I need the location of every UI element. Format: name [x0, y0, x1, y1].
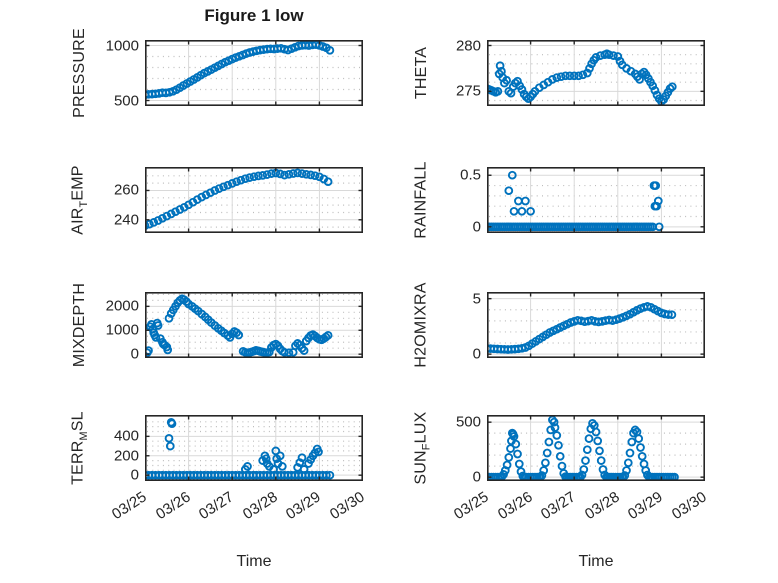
y-tick-label: 500 — [455, 413, 481, 431]
plot-area-rainfall — [487, 167, 705, 233]
data-points — [145, 168, 333, 231]
axis-box — [145, 415, 363, 481]
plot-area-h2omixra — [487, 292, 705, 358]
y-tick-labels-rainfall: 0 0.5 — [429, 166, 481, 236]
axis-box — [487, 415, 705, 481]
axis-box — [145, 292, 363, 358]
ylabel-text: LUX — [411, 411, 429, 444]
subplot-rainfall: RAINFALL 0 0.5 — [413, 161, 705, 239]
subplot-sunflux: SUNFLUX 0 500 — [412, 412, 705, 485]
ylabel-text: SUN — [411, 450, 429, 485]
plot-area-pressure — [145, 40, 363, 106]
x-axis-label-right: Time — [578, 553, 614, 570]
y-tick-label: 275 — [455, 82, 481, 100]
subplot-terrmsl: TERRMSL 0 200 400 — [70, 411, 363, 485]
y-tick-label: 500 — [113, 92, 139, 109]
data-points — [487, 49, 677, 106]
grid-minor — [147, 421, 361, 471]
y-tick-labels-airtemp: 240 260 — [87, 167, 139, 233]
y-tick-label: 2000 — [105, 297, 139, 315]
x-tick-labels-left: 03/25 03/26 03/27 03/28 03/29 03/30 — [109, 482, 368, 540]
subplot-theta: THETA 275 280 — [413, 38, 705, 106]
y-tick-label: 0 — [472, 218, 481, 236]
y-tick-label: 5 — [472, 290, 481, 308]
data-points — [487, 302, 677, 354]
x-tick-labels-right: 03/25 03/26 03/27 03/28 03/29 03/30 — [451, 482, 710, 540]
ylabel-text: PRESSURE — [71, 28, 88, 118]
y-tick-labels-theta: 275 280 — [429, 37, 481, 106]
grid-major — [145, 167, 363, 233]
ylabel-text: MIXDEPTH — [71, 282, 88, 368]
y-tick-label: 1000 — [105, 37, 139, 54]
x-axis-label-left: Time — [236, 553, 272, 570]
subplot-mixdepth: MIXDEPTH 0 1000 2000 — [71, 283, 363, 367]
ylabel-text: RAINFALL — [413, 161, 430, 239]
ylabel-text: H2OMIXRA — [413, 282, 431, 368]
subplot-airtemp: AIRTEMP 240 260 — [70, 165, 363, 235]
ylabel-text: THETA — [413, 46, 431, 100]
data-points — [145, 40, 335, 100]
axis-box — [145, 40, 363, 106]
plot-area-sunflux — [487, 415, 705, 481]
subplot-pressure: PRESSURE 500 1000 — [71, 28, 363, 118]
axis-box — [487, 292, 705, 358]
data-points — [145, 294, 333, 358]
axis-box — [487, 167, 705, 233]
axis-box — [487, 40, 705, 106]
y-tick-label: 280 — [455, 37, 481, 54]
plot-area-airtemp — [145, 167, 363, 233]
y-tick-labels-mixdepth: 0 1000 2000 — [87, 292, 139, 362]
ylabel-text: TERR — [69, 440, 87, 485]
y-tick-label: 400 — [113, 427, 139, 445]
y-tick-label: 1000 — [105, 321, 139, 339]
ylabel-text: SL — [69, 411, 87, 432]
y-tick-label: 200 — [113, 447, 139, 465]
plot-area-theta — [487, 40, 705, 106]
ylabel-text: AIR — [69, 207, 87, 235]
axis-box — [145, 167, 363, 233]
y-tick-label: 0 — [130, 466, 139, 484]
y-tick-label: 0 — [472, 345, 481, 363]
y-tick-label: 0.5 — [460, 166, 481, 184]
y-tick-labels-pressure: 500 1000 — [87, 37, 139, 109]
y-tick-label: 240 — [113, 211, 139, 229]
grid-major — [487, 292, 705, 358]
y-tick-label: 0 — [472, 468, 481, 486]
grid-major — [487, 40, 705, 106]
y-tick-label: 260 — [113, 181, 139, 199]
ylabel-text: EMP — [69, 165, 87, 201]
figure-title: Figure 1 low — [204, 6, 304, 25]
plot-area-terrmsl — [145, 415, 363, 481]
y-tick-label: 0 — [130, 345, 139, 363]
y-tick-labels-sunflux: 0 500 — [429, 413, 481, 485]
plot-area-mixdepth — [145, 292, 363, 358]
y-tick-labels-terrmsl: 0 200 400 — [87, 415, 139, 484]
data-points — [145, 417, 335, 480]
data-points — [487, 170, 664, 232]
data-points — [487, 415, 679, 481]
